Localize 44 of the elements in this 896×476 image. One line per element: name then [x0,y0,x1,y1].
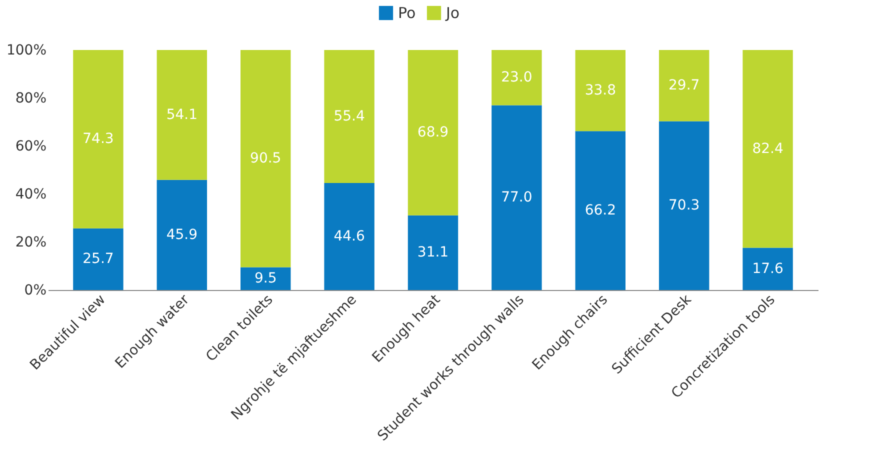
data-label: 17.6 [752,260,784,277]
y-tick-label: 20% [15,234,46,250]
data-label: 66.2 [584,202,616,219]
data-label: 77.0 [501,190,532,206]
bar [492,50,542,106]
data-label: 82.4 [752,140,784,157]
data-label: 90.5 [250,150,282,167]
legend-label: Jo [445,4,460,22]
bar [575,50,626,132]
data-label: 68.9 [417,124,449,141]
bar [742,248,793,290]
bar [73,50,124,228]
bar [240,267,291,290]
data-label: 25.7 [82,251,114,268]
bar [73,228,124,290]
data-label: 45.9 [166,226,198,243]
data-label: 31.1 [417,244,449,261]
data-label: 55.4 [334,108,365,124]
bar [156,180,208,290]
data-label: 74.3 [82,131,114,148]
data-label: 9.5 [254,270,277,287]
bar [492,105,542,290]
data-label: 23.0 [501,70,532,86]
bar [658,50,710,122]
y-tick-label: 40% [15,186,46,202]
bar [408,215,458,290]
bar [658,121,710,290]
bar [408,50,458,216]
data-label: 70.3 [668,198,700,214]
bar [324,182,374,290]
bar [240,50,291,268]
data-label: 44.6 [334,228,365,244]
bar [156,50,208,180]
y-tick-label: 80% [15,90,46,106]
y-tick-label: 0% [24,282,46,298]
data-label: 54.1 [166,106,198,123]
y-tick-label: 100% [6,42,46,58]
bar [742,50,793,248]
y-tick-label: 60% [15,138,46,154]
legend-label: Po [398,4,416,22]
data-label: 33.8 [584,82,616,99]
bar [324,50,374,183]
bar [575,131,626,290]
data-label: 29.7 [668,78,700,94]
